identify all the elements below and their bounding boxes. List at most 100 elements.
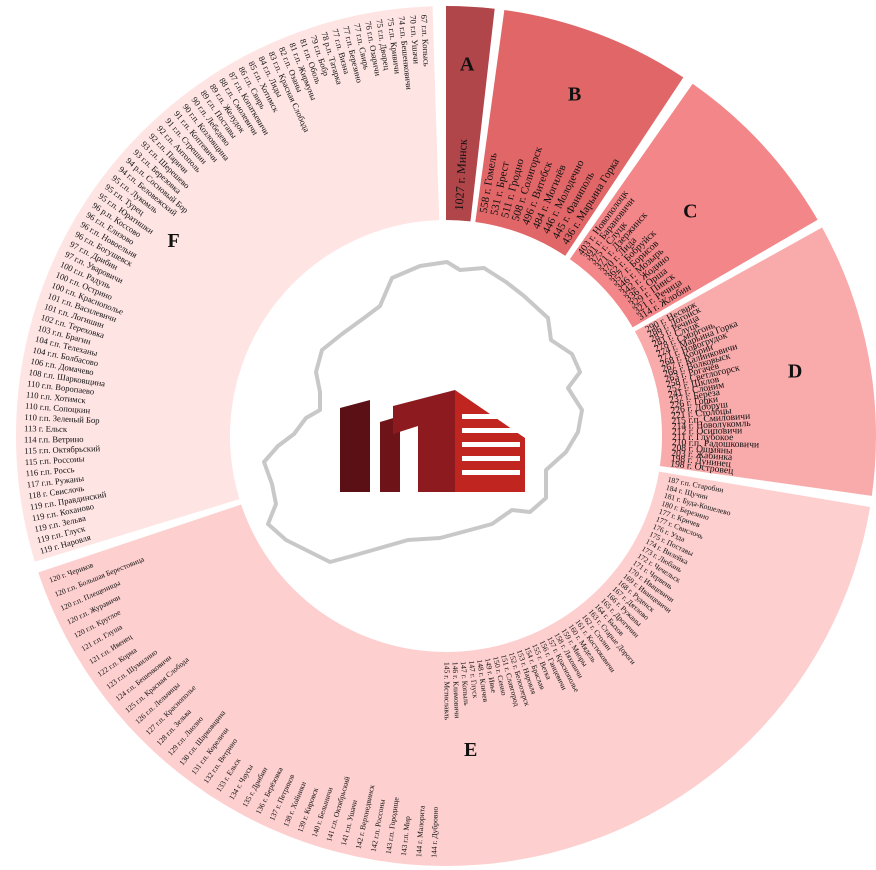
- city-label: 116 г.п. Россь: [25, 464, 75, 478]
- city-value: 198: [670, 458, 688, 471]
- city-name: г.п. Хотимск: [40, 391, 87, 405]
- city-label: 221 г. Столбцы: [671, 405, 733, 421]
- city-value: 119: [29, 500, 45, 512]
- city-value: 110: [25, 401, 40, 412]
- city-value: 75: [374, 19, 386, 31]
- city-value: 77: [330, 28, 342, 41]
- city-label: 208 г. Ошмяны: [671, 442, 733, 456]
- city-value: 110: [24, 412, 39, 423]
- city-value: 70: [408, 15, 419, 27]
- city-label: 210 г.п. Радошковичи: [672, 437, 760, 450]
- sector-e-wedge: [38, 471, 871, 866]
- city-label: 110 г.п. Хотимск: [26, 389, 87, 405]
- city-value: 151: [500, 653, 512, 668]
- city-value: 141: [339, 831, 351, 846]
- city-value: 84: [257, 55, 271, 69]
- city-label: 70 г.п. Ушачи: [408, 15, 422, 65]
- city-label: 212 г. Осиповичи: [672, 425, 743, 437]
- city-name: г.п. Ружаны: [41, 473, 85, 488]
- city-label: 117 г.п. Ружаны: [26, 473, 84, 490]
- city-label: 143 г.п. Мир: [398, 815, 411, 856]
- city-name: г.п. Октябрьский: [39, 443, 101, 455]
- city-value: 89: [208, 82, 222, 96]
- city-name: г. Копыль: [460, 674, 471, 706]
- city-value: 147: [459, 661, 469, 675]
- sector-d-wedge: [634, 227, 876, 496]
- city-value: 180: [661, 498, 676, 511]
- city-value: 198: [670, 453, 688, 466]
- city-value: 101: [43, 301, 60, 315]
- city-name: г.п. Сопоцкин: [39, 402, 90, 416]
- city-value: 102: [40, 312, 57, 326]
- city-value: 177: [655, 514, 671, 527]
- city-value: 226: [670, 403, 688, 416]
- city-label: 149 г. Ивье: [484, 657, 500, 694]
- city-label: 203 г. Жабинка: [671, 447, 733, 463]
- city-value: 119: [36, 532, 53, 545]
- city-name: г. Кличев: [478, 672, 491, 703]
- city-value: 214: [672, 420, 689, 432]
- city-label: 114 г.п. Ветрино: [24, 434, 84, 444]
- city-value: 212: [672, 426, 689, 437]
- city-name: г. Лунинец: [687, 454, 731, 469]
- city-label: 144 г. Малорита: [414, 804, 426, 857]
- city-value: 226: [669, 398, 687, 411]
- sector-f-wedge: [16, 6, 440, 562]
- city-label: 226 г. Добруш: [670, 398, 729, 415]
- city-value: 108: [28, 367, 44, 379]
- group-label-b: B: [568, 83, 581, 105]
- city-name: г.п. Копысь: [420, 25, 432, 67]
- city-label: 113 г. Ельск: [24, 423, 68, 434]
- city-name: г.п. Россь: [40, 464, 75, 477]
- city-value: 143: [383, 840, 394, 854]
- city-name: г.п. Россоны: [39, 453, 85, 466]
- city-label: 198 г. Лунинец: [670, 453, 731, 470]
- city-value: 79: [309, 34, 322, 47]
- city-value: 97: [63, 249, 77, 263]
- city-name: г. Климовичи: [452, 675, 463, 718]
- city-value: 141: [324, 827, 336, 842]
- city-value: 104: [32, 345, 49, 358]
- city-value: 117: [26, 478, 42, 490]
- city-value: 208: [671, 442, 688, 454]
- city-value: 75: [385, 17, 396, 29]
- city-name: г. Ельск: [39, 423, 68, 434]
- city-value: 82: [277, 45, 290, 59]
- city-value: 96: [79, 219, 93, 233]
- sector-b-wedge: [475, 9, 684, 256]
- city-name: г.п. Радошковичи: [689, 437, 760, 450]
- city-value: 149: [484, 657, 495, 672]
- city-value: 96: [85, 210, 99, 224]
- city-label: 67 г.п. Копысь: [419, 14, 432, 67]
- city-value: 154: [523, 645, 536, 661]
- city-value: 116: [25, 467, 41, 478]
- city-value: 86: [237, 65, 251, 79]
- city-name: г. Ивье: [486, 670, 499, 694]
- city-name: г. Столбцы: [687, 405, 732, 420]
- group-label-d: D: [788, 360, 802, 382]
- city-name: г. Добруш: [687, 398, 729, 414]
- city-value: 104: [34, 334, 51, 347]
- city-name: г.п. Ветрино: [39, 434, 84, 444]
- city-value: 252: [666, 381, 685, 395]
- group-label-a: A: [460, 54, 475, 76]
- city-value: 97: [68, 239, 82, 253]
- city-value: 96: [73, 229, 87, 243]
- city-value: 531: [488, 195, 504, 216]
- city-value: 118: [28, 489, 44, 501]
- city-value: 144: [414, 844, 424, 858]
- sector-a: A 1027 г. Минск: [446, 6, 495, 222]
- city-value: 113: [24, 423, 39, 433]
- building-middle-shape: [380, 416, 400, 492]
- city-label: 147 г. Глуск: [467, 660, 480, 699]
- city-label: 215 г.п. Смиловичи: [671, 410, 750, 426]
- city-value: 508: [510, 201, 527, 223]
- city-label: 211 г. Глубокое: [672, 431, 733, 442]
- city-name: г.п. Зеленый Бор: [39, 413, 100, 426]
- city-value: 241: [667, 386, 686, 400]
- building-window-stripes: [462, 414, 520, 475]
- city-value: 96: [91, 200, 105, 214]
- city-name: г. Малорита: [415, 804, 427, 844]
- city-value: 115: [24, 445, 39, 456]
